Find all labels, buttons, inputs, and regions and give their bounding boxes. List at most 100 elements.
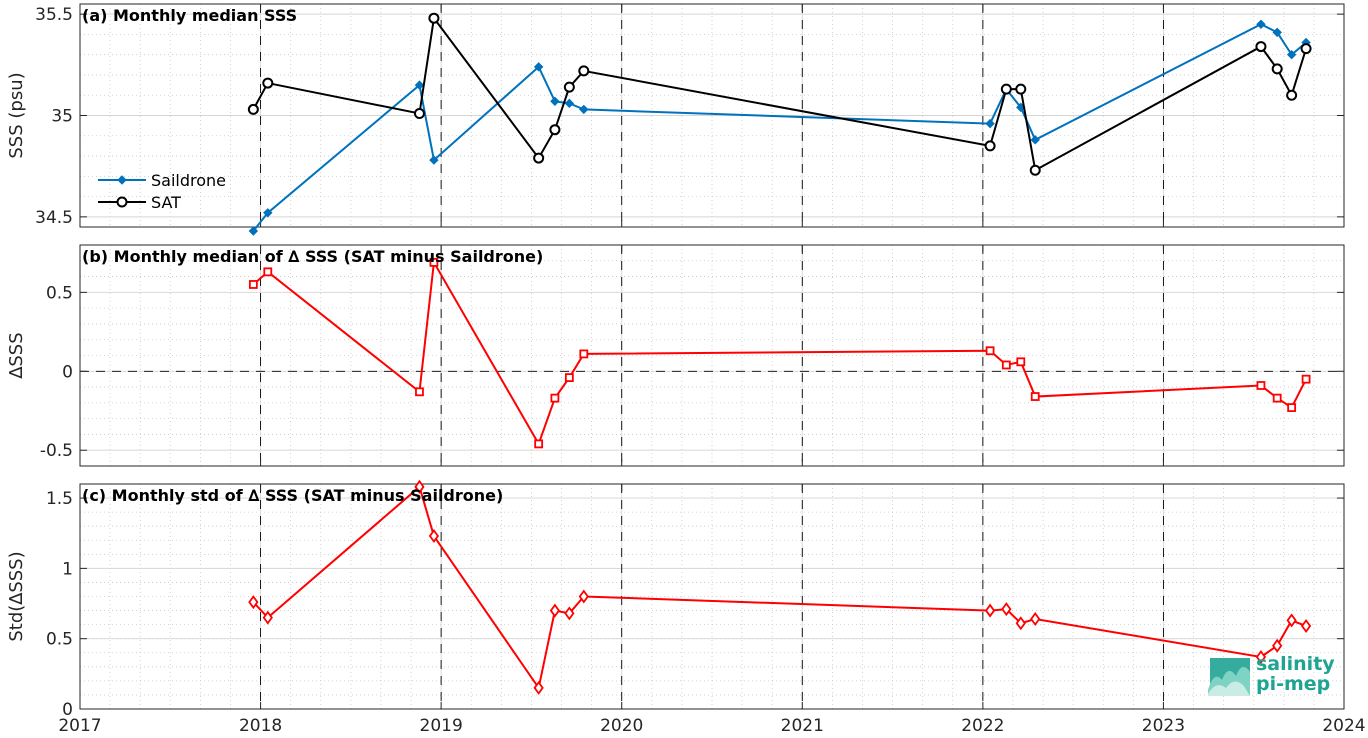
data-point — [1272, 27, 1282, 38]
data-point — [247, 103, 259, 115]
y-tick-label: 0 — [62, 700, 73, 720]
data-point — [1000, 83, 1012, 95]
data-point — [1286, 89, 1298, 101]
data-point — [117, 175, 127, 185]
x-tick-label: 2022 — [961, 716, 1004, 736]
data-point — [579, 349, 589, 359]
y-tick-label: -0.5 — [40, 441, 73, 461]
series-saildrone — [248, 19, 1311, 236]
y-tick-label: 0.5 — [46, 283, 73, 303]
data-point — [1256, 381, 1266, 390]
data-point — [414, 80, 425, 90]
data-point — [1272, 393, 1282, 403]
minor-grid — [80, 483, 1344, 710]
data-point — [578, 65, 590, 77]
data-point — [533, 152, 545, 164]
data-point — [428, 529, 440, 544]
major-grid — [80, 4, 1344, 227]
data-point — [1300, 43, 1312, 55]
salinity-pi-mep-logo: salinity pi-mep — [1208, 653, 1335, 696]
logo-line-2: pi-mep — [1256, 673, 1330, 695]
series-line — [252, 23, 1307, 232]
data-point — [1301, 374, 1311, 384]
data-point — [248, 226, 259, 236]
logo-mark-icon — [1208, 658, 1250, 696]
data-point — [984, 140, 996, 152]
data-point — [414, 479, 425, 494]
data-point — [534, 439, 544, 449]
x-tick-label: 2021 — [781, 716, 824, 736]
data-point — [1030, 135, 1040, 145]
series-line — [252, 15, 1308, 172]
panel-title: (c) Monthly std of ∆ SSS (SAT minus Sail… — [82, 486, 503, 505]
series-line — [252, 485, 1307, 691]
x-tick-label: 2023 — [1142, 716, 1185, 736]
data-point — [1255, 649, 1267, 664]
data-point — [564, 606, 575, 621]
data-point — [533, 62, 544, 72]
data-point — [579, 104, 589, 115]
axes-box — [79, 244, 1345, 467]
panel-title: (a) Monthly median SSS — [82, 6, 297, 25]
data-point — [985, 118, 995, 129]
y-tick-label: 34.5 — [35, 208, 73, 228]
data-point — [1001, 360, 1011, 370]
data-point — [415, 387, 424, 397]
panel-a-monthly-median-sss: 34.5 35 35.5 SSS (psu) (a) Monthly median SS… — [6, 3, 1345, 236]
data-point — [550, 96, 560, 107]
data-point — [1286, 613, 1297, 628]
y-tick-label: 35.5 — [35, 5, 73, 25]
data-point — [549, 124, 561, 136]
y-tick-label: 1 — [62, 559, 73, 579]
data-point — [1015, 83, 1027, 95]
data-point — [428, 12, 440, 24]
series-line — [252, 259, 1307, 447]
y-tick-label: 35 — [51, 107, 73, 127]
data-point — [248, 280, 258, 289]
x-tick-label: 2024 — [1322, 716, 1365, 736]
data-point — [563, 81, 575, 93]
y-axis-label: SSS (psu) — [6, 72, 27, 158]
y-tick-label: 1.5 — [46, 489, 73, 509]
data-point — [1029, 164, 1041, 176]
data-point — [1300, 619, 1312, 634]
data-point — [413, 107, 425, 119]
y-axis-label: Std(∆SSS) — [6, 551, 27, 641]
data-point — [429, 257, 439, 267]
data-point — [262, 610, 273, 625]
data-point — [1016, 357, 1026, 367]
y-tick-label: 0 — [62, 362, 73, 382]
minor-grid — [80, 244, 1344, 466]
data-point — [1015, 616, 1026, 631]
data-point — [1030, 392, 1040, 401]
data-point — [1255, 41, 1267, 53]
y-axis-label: ∆SSS — [6, 332, 27, 379]
data-point — [1287, 403, 1297, 412]
legend-entry: Saildrone — [151, 171, 226, 190]
data-point — [1271, 63, 1283, 75]
axes-box — [79, 483, 1345, 710]
data-point — [564, 98, 575, 109]
y-tick-label: 0.5 — [46, 630, 73, 650]
legend: Saildrone SAT — [98, 171, 226, 212]
data-point — [262, 77, 274, 89]
data-point — [550, 393, 560, 403]
data-point — [985, 346, 995, 356]
x-tick-label: 2020 — [600, 716, 643, 736]
panel-title: (b) Monthly median of ∆ SSS (SAT minus S… — [82, 247, 543, 266]
data-point — [1256, 19, 1266, 29]
data-point — [533, 680, 544, 695]
data-point — [578, 589, 589, 604]
x-tick-label: 2017 — [58, 716, 101, 736]
series-sat — [247, 12, 1312, 176]
data-point — [984, 603, 996, 618]
data-point — [1030, 611, 1041, 627]
data-point — [263, 208, 273, 218]
data-point — [564, 373, 574, 383]
panel-c-std-delta-sss: 0 0.5 1 1.5 2017 2018 2019 2020 2021 2022 2023 2024… — [6, 479, 1366, 736]
x-tick-label: 2019 — [420, 716, 463, 736]
data-point — [429, 155, 439, 165]
data-point — [1001, 602, 1012, 617]
legend-entry: SAT — [151, 193, 181, 212]
